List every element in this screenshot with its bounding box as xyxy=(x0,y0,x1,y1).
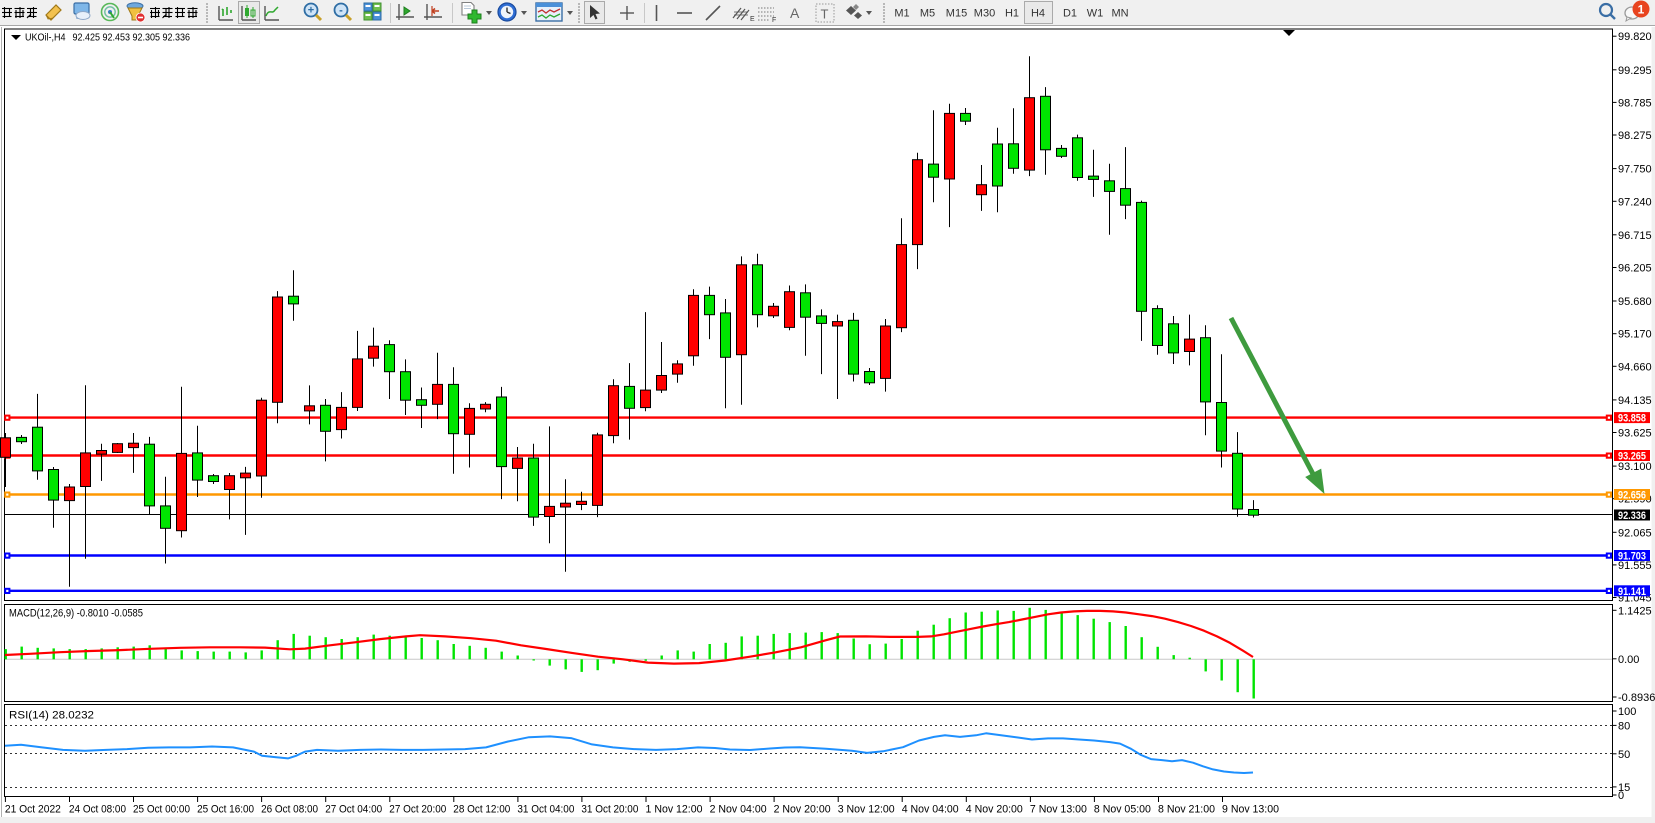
svg-text:31 Oct 04:00: 31 Oct 04:00 xyxy=(517,804,574,816)
svg-text:-: - xyxy=(339,5,343,17)
svg-text:93.625: 93.625 xyxy=(1618,428,1652,440)
svg-text:9 Nov 13:00: 9 Nov 13:00 xyxy=(1222,804,1279,816)
svg-text:UKOil-,H4 92.425 92.453 92.30: UKOil-,H4 92.425 92.453 92.305 92.336 xyxy=(25,32,190,44)
svg-text:50: 50 xyxy=(1618,749,1630,761)
svg-text:2 Nov 04:00: 2 Nov 04:00 xyxy=(710,804,767,816)
svg-text:1 Nov 12:00: 1 Nov 12:00 xyxy=(646,804,703,816)
svg-text:3 Nov 12:00: 3 Nov 12:00 xyxy=(838,804,895,816)
svg-text:H4: H4 xyxy=(1031,8,1045,20)
svg-text:MN: MN xyxy=(1111,8,1128,20)
svg-text:-0.8936: -0.8936 xyxy=(1618,692,1655,704)
svg-text:94.135: 94.135 xyxy=(1618,395,1652,407)
svg-text:92.656: 92.656 xyxy=(1618,490,1646,502)
svg-text:98.275: 98.275 xyxy=(1618,130,1652,142)
svg-text:94.660: 94.660 xyxy=(1618,361,1652,373)
svg-text:M15: M15 xyxy=(946,8,967,20)
svg-text:T: T xyxy=(821,7,829,22)
svg-text:93.100: 93.100 xyxy=(1618,461,1652,473)
svg-text:97.750: 97.750 xyxy=(1618,164,1652,176)
svg-text:8 Nov 21:00: 8 Nov 21:00 xyxy=(1158,804,1215,816)
svg-text:97.240: 97.240 xyxy=(1618,196,1652,208)
svg-text:F: F xyxy=(772,17,776,24)
svg-text:D1: D1 xyxy=(1063,8,1077,20)
svg-text:93.265: 93.265 xyxy=(1618,451,1646,463)
svg-text:M1: M1 xyxy=(894,8,909,20)
svg-text:91.141: 91.141 xyxy=(1618,586,1646,598)
svg-text:4 Nov 20:00: 4 Nov 20:00 xyxy=(966,804,1023,816)
svg-text:M30: M30 xyxy=(974,8,995,20)
svg-text:31 Oct 20:00: 31 Oct 20:00 xyxy=(581,804,638,816)
svg-text:A: A xyxy=(790,5,800,21)
svg-text:RSI(14) 28.0232: RSI(14) 28.0232 xyxy=(9,710,94,722)
svg-text:92.065: 92.065 xyxy=(1618,527,1652,539)
svg-text:99.820: 99.820 xyxy=(1618,31,1652,43)
svg-text:0: 0 xyxy=(1618,790,1624,802)
svg-text:98.785: 98.785 xyxy=(1618,97,1652,109)
svg-text:24 Oct 08:00: 24 Oct 08:00 xyxy=(69,804,126,816)
svg-text:1.1425: 1.1425 xyxy=(1618,605,1652,617)
svg-text:27 Oct 04:00: 27 Oct 04:00 xyxy=(325,804,382,816)
svg-text:80: 80 xyxy=(1618,720,1630,732)
svg-text:100: 100 xyxy=(1618,706,1636,718)
svg-text:W1: W1 xyxy=(1087,8,1104,20)
svg-text:28 Oct 12:00: 28 Oct 12:00 xyxy=(453,804,510,816)
svg-text:92.336: 92.336 xyxy=(1618,510,1646,522)
svg-text:8 Nov 05:00: 8 Nov 05:00 xyxy=(1094,804,1151,816)
svg-text:27 Oct 20:00: 27 Oct 20:00 xyxy=(389,804,446,816)
svg-text:91.703: 91.703 xyxy=(1618,551,1646,563)
svg-text:93.858: 93.858 xyxy=(1618,413,1646,425)
svg-text:25 Oct 00:00: 25 Oct 00:00 xyxy=(133,804,190,816)
svg-text:M5: M5 xyxy=(920,8,935,20)
svg-text:4 Nov 04:00: 4 Nov 04:00 xyxy=(902,804,959,816)
svg-text:MACD(12,26,9) -0.8010 -0.0585: MACD(12,26,9) -0.8010 -0.0585 xyxy=(9,608,143,620)
svg-text:E: E xyxy=(750,16,755,23)
svg-text:1: 1 xyxy=(1638,3,1645,17)
svg-text:+: + xyxy=(308,5,314,17)
svg-text:99.295: 99.295 xyxy=(1618,65,1652,77)
svg-text:26 Oct 08:00: 26 Oct 08:00 xyxy=(261,804,318,816)
svg-text:96.205: 96.205 xyxy=(1618,263,1652,275)
svg-text:21 Oct 2022: 21 Oct 2022 xyxy=(5,804,61,816)
svg-text:7 Nov 13:00: 7 Nov 13:00 xyxy=(1030,804,1087,816)
svg-text:95.170: 95.170 xyxy=(1618,329,1652,341)
svg-text:2 Nov 20:00: 2 Nov 20:00 xyxy=(774,804,831,816)
svg-text:95.680: 95.680 xyxy=(1618,296,1652,308)
svg-text:25 Oct 16:00: 25 Oct 16:00 xyxy=(197,804,254,816)
svg-text:15: 15 xyxy=(1618,782,1630,794)
svg-text:91.555: 91.555 xyxy=(1618,560,1652,572)
svg-text:96.715: 96.715 xyxy=(1618,230,1652,242)
svg-text:0.00: 0.00 xyxy=(1618,654,1639,666)
svg-text:H1: H1 xyxy=(1005,8,1019,20)
